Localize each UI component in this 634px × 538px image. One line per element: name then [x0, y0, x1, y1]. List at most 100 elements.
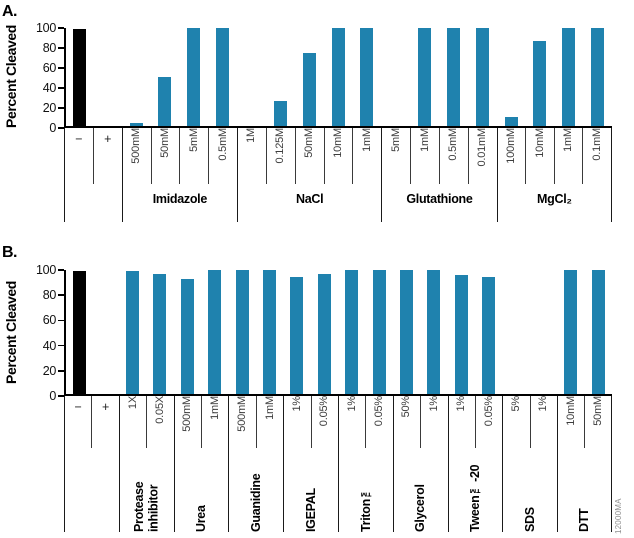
bar-tick-label: 5mM [389, 128, 402, 152]
bar-cell [468, 28, 497, 126]
bars-row [228, 270, 284, 396]
group-footer: 500mM 1mM Guanidine [228, 396, 283, 532]
tick-cell: 10mM [325, 128, 354, 184]
y-tick-label: 80 [42, 41, 57, 55]
y-tick-mark [58, 127, 64, 129]
tick-cell: + [94, 128, 122, 184]
bar-cell [338, 270, 365, 394]
panel-letter: B. [2, 244, 18, 261]
tick-cell: 50mM [585, 396, 611, 448]
tick-label-row: 5mM 1mM 0.5mM 0.01mM [382, 128, 496, 184]
tick-label-row: − + [65, 128, 122, 184]
y-tick-label: 80 [42, 288, 57, 303]
group-footer: 1% 0.05% IGEPAL [283, 396, 338, 532]
bar-cell [583, 28, 612, 126]
group-label-text: Protease inhibitor [132, 481, 161, 532]
panel-letter: A. [2, 3, 18, 20]
bars-row [502, 270, 558, 396]
bar [73, 28, 87, 126]
bars-row [392, 270, 448, 396]
bar-tick-label: 10mM [533, 128, 546, 158]
group-footer: 5mM 1mM 0.5mM 0.01mM Glutathione [381, 128, 496, 222]
group-label-text: MgCl₂ [537, 192, 572, 206]
bar-group-igepal: 1% 0.05% IGEPAL [283, 270, 338, 532]
tick-label-row: 50% 1% [394, 396, 448, 448]
bar-tick-label: 50mM [591, 396, 604, 426]
tick-cell: 0.01mM [469, 128, 497, 184]
group-label-text: Guanidine [249, 473, 264, 532]
bar-cell [119, 270, 146, 394]
bar-cell [208, 28, 237, 126]
tick-cell: 1% [449, 396, 476, 448]
bar [290, 277, 304, 394]
group-label-text: NaCl [296, 192, 324, 206]
bar-tick-label: 100mM [504, 128, 517, 164]
bar-tick-label: 10mM [332, 128, 345, 158]
group-label [65, 184, 122, 222]
bar-tick-label: 0.5mM [216, 128, 229, 161]
tick-cell: 500mM [229, 396, 257, 448]
bar-tick-label: 1% [290, 396, 303, 412]
tick-label-row: − + [65, 396, 119, 448]
y-tick-label: 0 [49, 389, 56, 403]
bars-row [64, 28, 122, 128]
bar-cell [283, 270, 310, 394]
bar-cell [201, 270, 228, 394]
group-footer: 1% 0.05% Triton™ [337, 396, 393, 532]
y-tick-mark [58, 370, 64, 372]
bar [360, 28, 374, 126]
y-axis-title: Percent Cleaved [3, 25, 19, 128]
tick-cell: 0.05% [366, 396, 392, 448]
bar-cell [439, 28, 468, 126]
bars-row [447, 270, 503, 396]
bar-group-control: − + [64, 28, 122, 222]
bar [475, 28, 489, 126]
tick-cell: 100mM [498, 128, 527, 184]
bar [208, 270, 222, 394]
group-footer: 5% 1% SDS [502, 396, 557, 532]
bars-row [381, 28, 497, 128]
tick-cell: 5mM [180, 128, 210, 184]
tick-cell: 5% [503, 396, 531, 448]
bar-tick-label: 1mM [562, 128, 575, 152]
bar-tick-label: 0.5mM [447, 128, 460, 161]
tick-cell: − [65, 396, 93, 448]
y-tick-mark [58, 395, 64, 397]
bars-row [496, 28, 613, 128]
bar-cell [66, 270, 92, 394]
bar-tick-label: − [75, 132, 83, 146]
bar-cell [530, 270, 557, 394]
tick-cell: 10mM [526, 128, 555, 184]
group-label: IGEPAL [284, 448, 338, 532]
bar-tick-label: 1mM [418, 128, 431, 152]
bar [273, 100, 287, 126]
bar-tick-label: 50mM [303, 128, 316, 158]
bar-group-urea: 500mM 1mM Urea [173, 270, 229, 532]
bar-group-tween-20: 1% 0.05% Tween™-20 [447, 270, 503, 532]
group-label: DTT [558, 448, 611, 532]
bar-cell [365, 270, 392, 394]
bar-cell [311, 270, 338, 394]
bar [504, 117, 518, 126]
tick-label-row: 500mM 1mM [229, 396, 283, 448]
bar-cell [92, 270, 118, 394]
y-tick-label: 100 [36, 263, 56, 277]
group-footer: 500mM 1mM Urea [173, 396, 229, 532]
bar-tick-label: 1mM [208, 396, 221, 420]
bar-group-mgcl-: 100mM 10mM 1mM 0.1mM MgCl₂ [496, 28, 613, 222]
group-label-text: IGEPAL [303, 488, 318, 532]
tick-cell: 0.05% [312, 396, 338, 448]
bar-cell [410, 28, 439, 126]
group-label: Urea [175, 448, 229, 532]
bar-tick-label: 5mM [187, 128, 200, 152]
bar-cell [237, 28, 266, 126]
tick-cell: 500mM [175, 396, 202, 448]
bar [591, 28, 605, 126]
tick-cell: 0.5mM [209, 128, 237, 184]
bar-cell [393, 270, 420, 394]
tick-cell: 0.1mM [583, 128, 611, 184]
group-label-text: SDS [523, 507, 538, 532]
group-footer: 1% 0.05% Tween™-20 [447, 396, 503, 532]
y-tick-mark [58, 269, 64, 271]
bar [187, 28, 201, 126]
